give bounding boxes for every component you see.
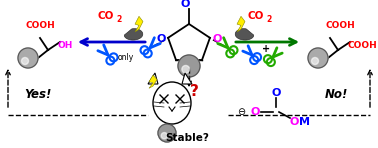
Text: ?: ? bbox=[189, 83, 198, 99]
Text: 2: 2 bbox=[266, 15, 271, 24]
Polygon shape bbox=[237, 16, 245, 32]
Text: OH: OH bbox=[58, 41, 73, 50]
Text: ⊖: ⊖ bbox=[237, 107, 245, 117]
Polygon shape bbox=[182, 73, 192, 84]
Text: COOH: COOH bbox=[348, 41, 378, 50]
Circle shape bbox=[182, 65, 189, 73]
Circle shape bbox=[311, 58, 319, 65]
Circle shape bbox=[178, 55, 200, 77]
Text: COOH: COOH bbox=[326, 21, 356, 30]
Text: Stable?: Stable? bbox=[165, 133, 209, 143]
Circle shape bbox=[18, 48, 38, 68]
Text: O: O bbox=[180, 0, 190, 9]
Text: M: M bbox=[299, 117, 310, 127]
Text: No!: No! bbox=[324, 89, 348, 102]
Ellipse shape bbox=[153, 82, 191, 124]
Text: O: O bbox=[212, 34, 222, 44]
Text: CO: CO bbox=[97, 11, 113, 21]
Text: O: O bbox=[289, 117, 299, 127]
Text: CO: CO bbox=[247, 11, 263, 21]
Polygon shape bbox=[148, 73, 158, 84]
Circle shape bbox=[22, 58, 28, 65]
Polygon shape bbox=[235, 29, 254, 40]
Text: +: + bbox=[262, 44, 270, 54]
Text: O: O bbox=[271, 88, 281, 98]
Text: Yes!: Yes! bbox=[24, 89, 52, 102]
Polygon shape bbox=[124, 29, 143, 40]
Text: O: O bbox=[250, 107, 260, 117]
Circle shape bbox=[158, 124, 176, 142]
Text: 2: 2 bbox=[116, 15, 121, 24]
Circle shape bbox=[308, 48, 328, 68]
Polygon shape bbox=[149, 75, 157, 88]
Polygon shape bbox=[135, 16, 143, 32]
Circle shape bbox=[161, 133, 167, 139]
Text: O: O bbox=[156, 34, 166, 44]
Text: COOH: COOH bbox=[26, 21, 56, 30]
Text: only: only bbox=[118, 53, 134, 62]
